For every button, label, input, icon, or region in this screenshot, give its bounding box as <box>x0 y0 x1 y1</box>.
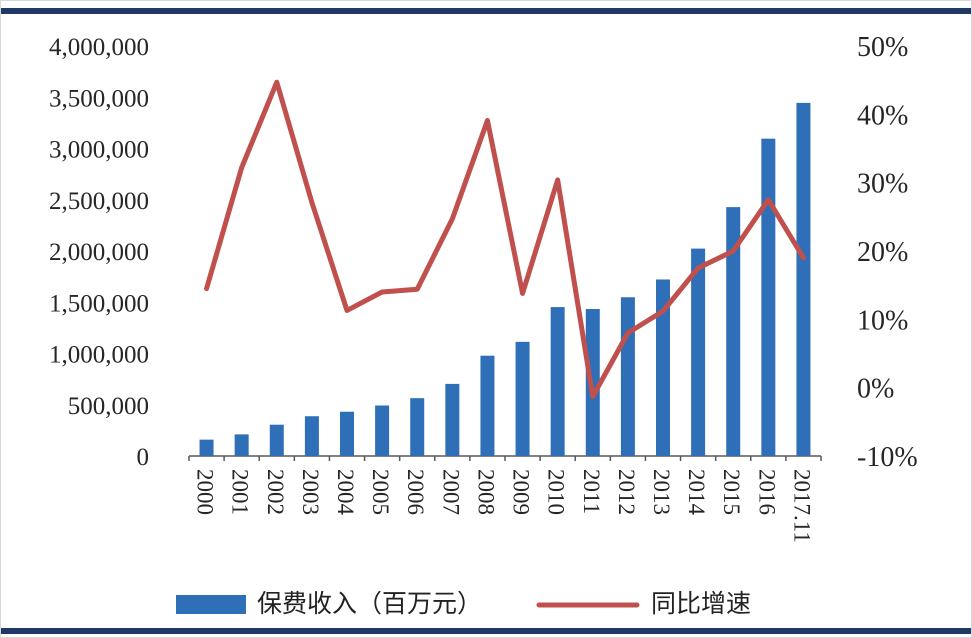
y-axis-label: 3,000,000 <box>49 137 149 164</box>
y-axis-label: 0 <box>137 444 150 471</box>
y-axis-label: 2,500,000 <box>49 188 149 215</box>
bar <box>656 279 670 456</box>
x-axis-label: 2002 <box>263 469 288 515</box>
bottom-divider <box>1 628 971 634</box>
y-axis-label: 3,500,000 <box>49 85 149 112</box>
y2-axis-label: 30% <box>857 169 908 200</box>
bar <box>445 383 460 456</box>
y2-axis-label: 0% <box>857 374 894 405</box>
x-axis-label: 2006 <box>403 469 428 515</box>
legend-label-premium: 保费收入（百万元） <box>257 591 483 618</box>
growth-line <box>204 79 806 400</box>
x-axis-label: 2015 <box>719 469 744 515</box>
x-axis-label: 2001 <box>228 469 253 515</box>
legend-bar-swatch <box>176 595 246 614</box>
y-axis-label: 2,000,000 <box>49 239 149 266</box>
x-axis-label: 2007 <box>438 469 463 515</box>
bar <box>761 138 776 456</box>
x-axis-label: 2013 <box>649 469 674 515</box>
y-axis-label: 500,000 <box>68 393 149 420</box>
x-axis-label: 2003 <box>298 469 323 515</box>
x-axis-label: 2004 <box>333 469 358 516</box>
y2-axis-label: 10% <box>857 305 908 336</box>
y-axis-label: 4,000,000 <box>49 34 149 61</box>
bar <box>199 439 214 456</box>
x-axis-label: 2016 <box>754 469 779 515</box>
bar <box>234 434 249 456</box>
x-axis-label: 2009 <box>509 469 534 515</box>
y2-axis-label: 50% <box>857 32 908 63</box>
bar <box>269 424 284 456</box>
x-axis-label: 2000 <box>193 469 218 515</box>
x-axis-label: 2012 <box>614 469 639 515</box>
x-axis-label: 2005 <box>368 469 393 515</box>
x-axis-label: 2011 <box>579 469 604 514</box>
y2-axis-label: 20% <box>857 237 908 268</box>
x-axis-label: 2017.11 <box>789 469 814 543</box>
bar <box>726 207 741 456</box>
bar <box>480 355 495 456</box>
bar <box>304 416 319 456</box>
bar <box>691 248 706 456</box>
y2-axis-label: 40% <box>857 100 908 131</box>
legend-label-growth: 同比增速 <box>651 591 752 618</box>
bar <box>620 297 635 456</box>
x-axis-label: 2014 <box>684 469 709 516</box>
bar <box>796 102 811 456</box>
top-divider <box>1 8 971 14</box>
bar <box>340 411 354 456</box>
bar <box>410 398 425 456</box>
y-axis-label: 1,500,000 <box>49 290 149 317</box>
y2-axis-label: -10% <box>857 442 918 473</box>
bar <box>550 307 565 456</box>
bar <box>515 341 530 456</box>
y-axis-label: 1,000,000 <box>49 342 149 369</box>
x-axis-label: 2010 <box>544 469 569 515</box>
x-axis-label: 2008 <box>473 469 498 515</box>
bar <box>375 405 390 456</box>
